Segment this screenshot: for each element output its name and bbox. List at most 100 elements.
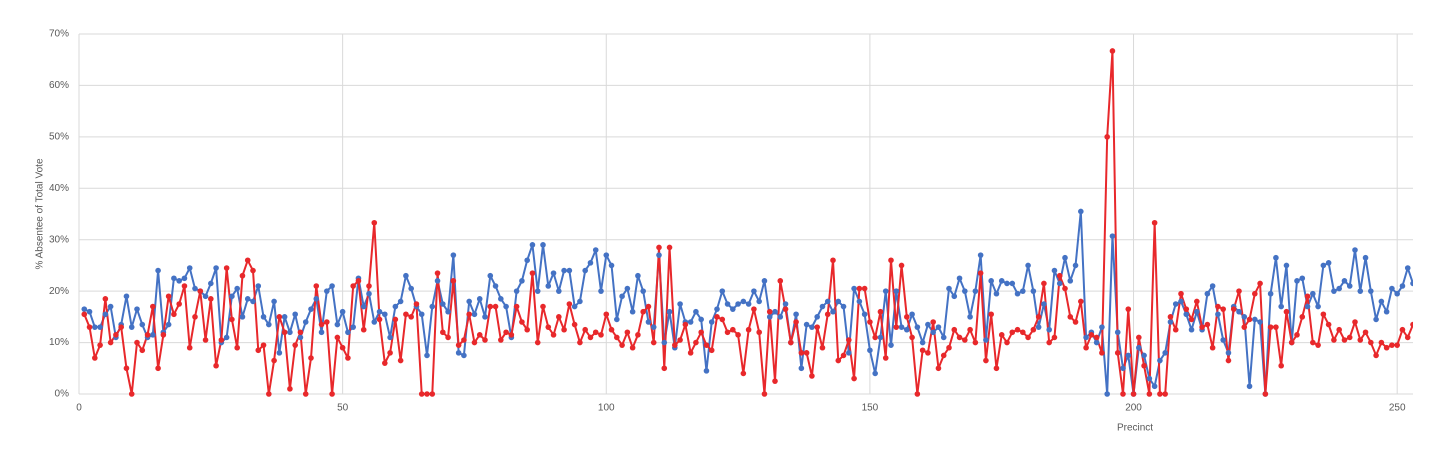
data-point	[904, 326, 910, 333]
data-point	[956, 334, 963, 341]
data-point	[1178, 298, 1184, 305]
data-point	[846, 337, 852, 343]
data-point	[324, 288, 330, 294]
data-point	[128, 391, 135, 397]
data-point	[1325, 321, 1332, 328]
data-point	[81, 306, 88, 312]
data-point	[1025, 334, 1031, 341]
data-point	[1051, 334, 1058, 341]
data-point	[577, 298, 583, 305]
data-point	[176, 301, 182, 307]
data-point	[577, 339, 583, 346]
data-point	[297, 334, 304, 341]
data-point	[756, 329, 762, 336]
data-point	[1141, 352, 1147, 359]
data-point	[1241, 314, 1248, 320]
data-point	[1373, 316, 1379, 323]
data-point	[550, 332, 557, 338]
data-point	[1299, 314, 1306, 320]
data-point	[450, 252, 457, 258]
data-point	[661, 365, 668, 372]
data-point	[1225, 357, 1232, 364]
data-point	[408, 314, 414, 320]
data-point	[276, 350, 283, 356]
data-point	[840, 303, 847, 310]
data-point	[835, 298, 842, 305]
data-point	[292, 311, 298, 318]
data-point	[998, 278, 1005, 284]
data-point	[1183, 306, 1190, 312]
data-point	[635, 332, 641, 338]
data-point	[561, 326, 567, 333]
data-point	[403, 272, 409, 279]
data-point	[756, 298, 762, 305]
data-point	[492, 303, 499, 310]
data-point	[745, 301, 752, 307]
data-point	[777, 278, 784, 284]
data-point	[735, 301, 741, 307]
data-point	[1378, 298, 1385, 305]
data-point	[434, 278, 441, 284]
data-point	[492, 283, 499, 289]
data-point	[1273, 254, 1279, 261]
data-point	[566, 267, 573, 274]
data-point	[366, 283, 372, 289]
data-point	[1125, 306, 1132, 312]
data-point	[155, 267, 161, 274]
data-point	[703, 342, 710, 348]
data-point	[656, 244, 662, 251]
data-point	[693, 308, 699, 315]
data-point	[714, 314, 720, 320]
data-point	[1109, 233, 1116, 239]
data-point	[466, 298, 472, 305]
data-point	[171, 275, 177, 282]
data-point	[672, 342, 678, 348]
data-point	[751, 306, 757, 312]
data-point	[914, 324, 921, 330]
data-point	[218, 337, 225, 343]
data-point	[355, 278, 362, 284]
data-point	[983, 357, 989, 364]
data-point	[951, 326, 958, 333]
data-point	[1341, 278, 1348, 284]
data-point	[724, 301, 731, 307]
data-point	[814, 324, 820, 330]
x-tick-label: 50	[337, 403, 349, 414]
data-point	[824, 311, 831, 318]
data-point	[255, 347, 262, 354]
data-point	[1373, 352, 1379, 359]
data-point	[1368, 288, 1374, 294]
data-point	[292, 342, 298, 348]
data-point	[1009, 329, 1016, 336]
data-point	[545, 324, 552, 330]
data-point	[1083, 334, 1089, 341]
data-point	[308, 355, 314, 361]
data-point	[461, 337, 467, 343]
data-point	[956, 275, 963, 282]
data-point	[413, 301, 420, 307]
data-point	[861, 285, 868, 292]
data-point	[619, 342, 625, 348]
data-point	[450, 278, 457, 284]
data-point	[1225, 350, 1232, 356]
data-point	[745, 326, 752, 333]
data-point	[1230, 306, 1237, 312]
data-point	[318, 321, 325, 328]
data-point	[925, 321, 931, 328]
y-tick-label: 60%	[49, 80, 69, 91]
data-point	[777, 314, 784, 320]
data-point	[1352, 247, 1358, 253]
data-point	[1072, 319, 1079, 325]
data-point	[608, 262, 615, 269]
data-point	[919, 347, 926, 354]
x-tick-label: 200	[1125, 403, 1142, 414]
data-point	[1362, 329, 1369, 336]
data-point	[730, 306, 736, 312]
data-point	[1041, 301, 1047, 307]
data-point	[519, 319, 525, 325]
data-point	[1267, 324, 1274, 330]
data-point	[640, 308, 646, 315]
data-point	[1315, 303, 1321, 310]
data-point	[424, 352, 430, 359]
